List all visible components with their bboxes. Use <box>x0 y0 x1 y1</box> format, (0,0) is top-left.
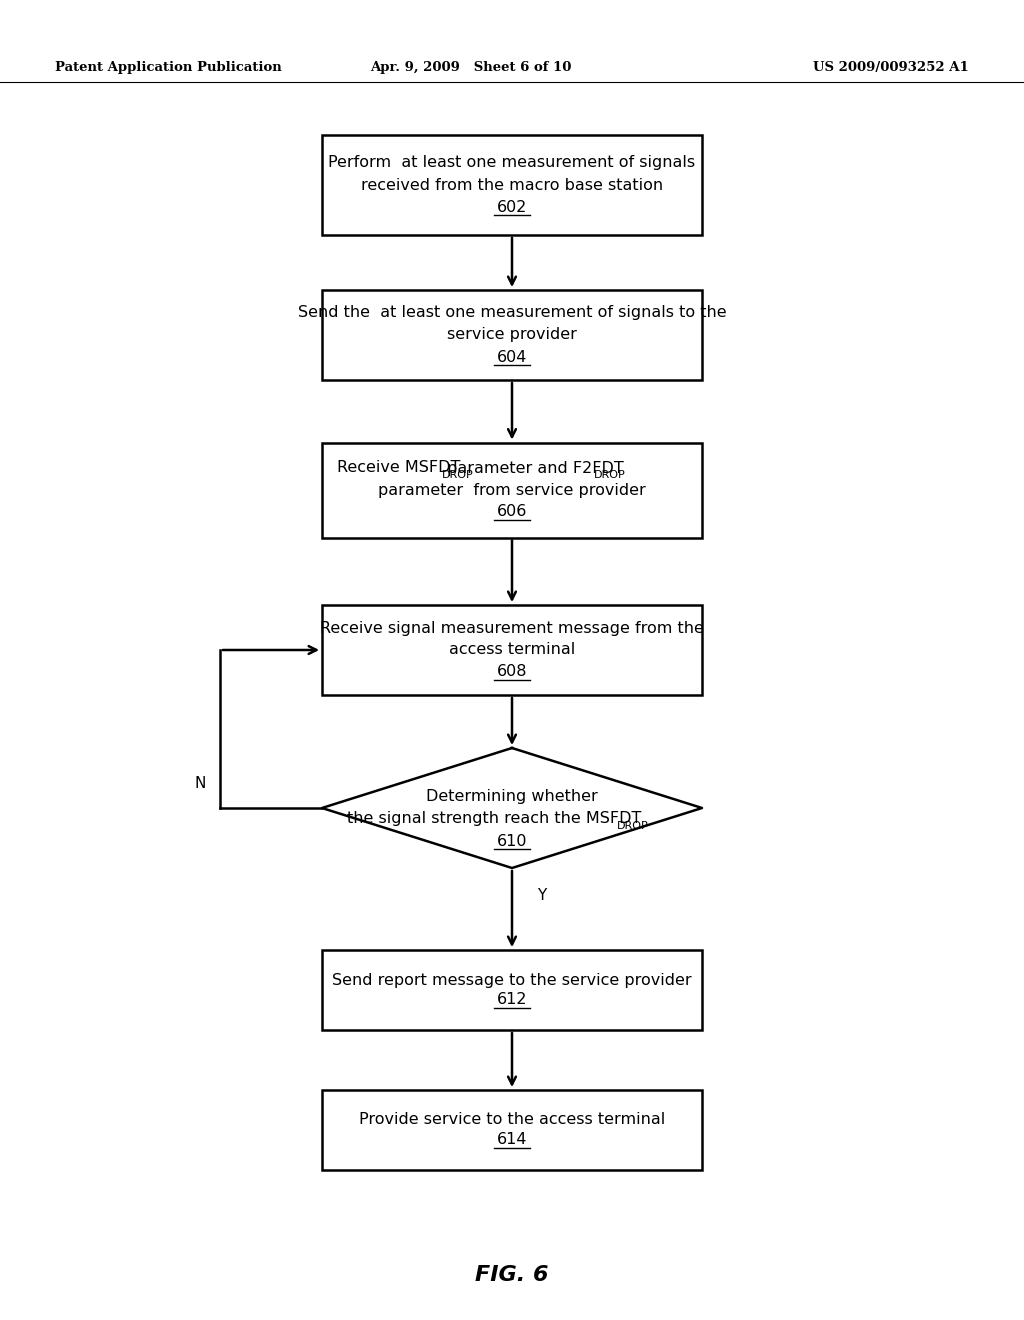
Text: Send the  at least one measurement of signals to the: Send the at least one measurement of sig… <box>298 305 726 321</box>
Text: parameter and F2FDT: parameter and F2FDT <box>442 461 624 475</box>
Text: 612: 612 <box>497 993 527 1007</box>
Text: 604: 604 <box>497 350 527 364</box>
Text: 602: 602 <box>497 199 527 214</box>
Text: 606: 606 <box>497 504 527 520</box>
Text: access terminal: access terminal <box>449 643 575 657</box>
Text: 608: 608 <box>497 664 527 680</box>
Bar <box>322 442 702 537</box>
Text: the signal strength reach the MSFDT: the signal strength reach the MSFDT <box>347 812 641 826</box>
Text: Patent Application Publication: Patent Application Publication <box>55 62 282 74</box>
Text: Apr. 9, 2009   Sheet 6 of 10: Apr. 9, 2009 Sheet 6 of 10 <box>371 62 571 74</box>
Text: DROP: DROP <box>617 821 649 832</box>
Bar <box>322 605 702 696</box>
Text: Determining whether: Determining whether <box>426 789 598 804</box>
Text: 614: 614 <box>497 1133 527 1147</box>
Text: DROP: DROP <box>442 470 474 480</box>
Text: Provide service to the access terminal: Provide service to the access terminal <box>358 1113 666 1127</box>
Text: FIG. 6: FIG. 6 <box>475 1265 549 1284</box>
Text: service provider: service provider <box>447 327 577 342</box>
Text: Receive MSFDT: Receive MSFDT <box>337 461 461 475</box>
Bar <box>322 290 702 380</box>
Text: Receive signal measurement message from the: Receive signal measurement message from … <box>321 620 703 635</box>
Text: Send report message to the service provider: Send report message to the service provi… <box>332 973 692 987</box>
Text: Y: Y <box>537 888 546 903</box>
Text: received from the macro base station: received from the macro base station <box>360 177 664 193</box>
Text: 610: 610 <box>497 833 527 849</box>
Text: Perform  at least one measurement of signals: Perform at least one measurement of sign… <box>329 156 695 170</box>
Text: DROP: DROP <box>594 470 626 480</box>
Text: N: N <box>195 776 206 791</box>
Bar <box>322 135 702 235</box>
Text: US 2009/0093252 A1: US 2009/0093252 A1 <box>813 62 969 74</box>
Bar <box>322 1090 702 1170</box>
Text: parameter  from service provider: parameter from service provider <box>378 483 646 498</box>
Bar <box>322 950 702 1030</box>
